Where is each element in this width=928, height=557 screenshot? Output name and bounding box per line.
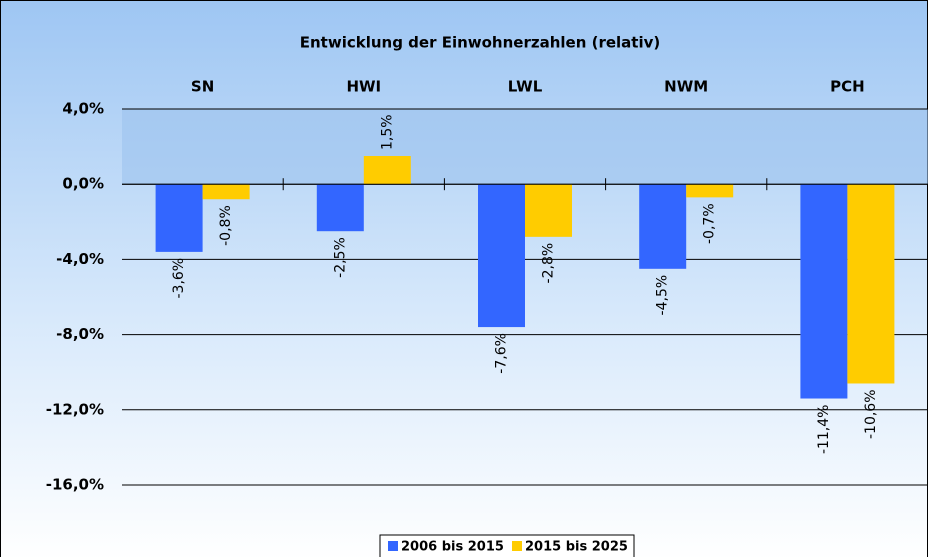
category-label: SN — [191, 78, 214, 96]
data-label: -11,4% — [816, 405, 832, 455]
bar — [316, 184, 364, 232]
legend-swatch — [388, 541, 398, 551]
y-tick-label: -4,0% — [56, 250, 104, 268]
category-label: PCH — [830, 78, 865, 96]
category-label: NWM — [664, 78, 708, 96]
bar — [202, 184, 250, 200]
data-label: -2,8% — [541, 243, 557, 284]
y-tick-label: 0,0% — [62, 175, 104, 193]
category-label: LWL — [508, 78, 543, 96]
bar — [800, 184, 848, 399]
y-tick-label: 4,0% — [62, 100, 104, 118]
legend-swatch — [512, 541, 522, 551]
data-label: -0,7% — [702, 203, 718, 244]
bar — [363, 156, 411, 185]
data-label: -7,6% — [494, 333, 510, 374]
y-tick-label: -8,0% — [56, 325, 104, 343]
data-label: -4,5% — [655, 275, 671, 316]
plot-upper — [122, 109, 928, 185]
data-label: 1,5% — [379, 114, 395, 150]
y-tick-label: -16,0% — [46, 476, 104, 494]
bar — [155, 184, 203, 252]
data-label: -2,5% — [332, 237, 348, 278]
category-label: HWI — [346, 78, 381, 96]
legend-label: 2006 bis 2015 — [401, 540, 504, 555]
bar — [847, 184, 895, 384]
chart-title: Entwicklung der Einwohnerzahlen (relativ… — [300, 34, 661, 52]
y-tick-label: -12,0% — [46, 400, 104, 418]
bar — [478, 184, 525, 328]
legend-label: 2015 bis 2025 — [525, 540, 628, 555]
data-label: -3,6% — [171, 258, 187, 299]
bar — [639, 184, 687, 269]
bar — [686, 184, 734, 198]
legend-box — [379, 534, 635, 557]
data-label: -0,8% — [218, 205, 234, 246]
data-label: -10,6% — [863, 389, 879, 439]
bar — [525, 184, 572, 237]
